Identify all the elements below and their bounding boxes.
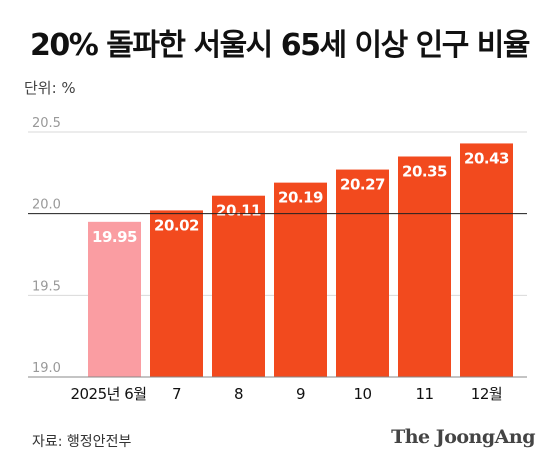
bar-data-label: 20.02 (154, 216, 199, 234)
y-tick-label: 20.0 (32, 198, 61, 213)
chart-title: 20% 돌파한 서울시 65세 이상 인구 비율 (29, 28, 531, 63)
bar-chart: 20.5 20.0 19.5 19.0 19.95 2025년 6월 20.02 7 20.11… (28, 116, 527, 403)
bar-data-label: 20.35 (402, 163, 447, 181)
publisher-logo: The JoongAng (391, 426, 535, 448)
source-note: 자료: 행정안전부 (32, 434, 132, 450)
x-tick-label: 9 (296, 385, 305, 403)
bar-data-label: 20.27 (340, 176, 385, 194)
x-tick-label: 12월 (471, 385, 502, 403)
x-tick-label: 11 (415, 385, 433, 403)
x-tick-label: 8 (234, 385, 243, 403)
bar (336, 169, 389, 377)
bar (460, 143, 513, 377)
bar (274, 182, 327, 377)
bar (88, 221, 141, 377)
bar (150, 210, 203, 377)
x-tick-label: 10 (353, 385, 371, 403)
x-tick-label: 2025년 6월 (70, 385, 146, 403)
bar-data-label: 20.11 (216, 202, 261, 220)
bar (398, 156, 451, 377)
unit-label: 단위: % (24, 79, 76, 97)
bar (212, 195, 265, 377)
y-tick-label: 19.0 (32, 361, 61, 376)
y-tick-label: 19.5 (32, 279, 61, 294)
bar-data-label: 20.43 (464, 149, 509, 167)
y-tick-label: 20.5 (32, 116, 61, 131)
bar-data-label: 20.19 (278, 189, 323, 207)
bar-data-label: 19.95 (92, 228, 137, 246)
x-tick-label: 7 (172, 385, 181, 403)
